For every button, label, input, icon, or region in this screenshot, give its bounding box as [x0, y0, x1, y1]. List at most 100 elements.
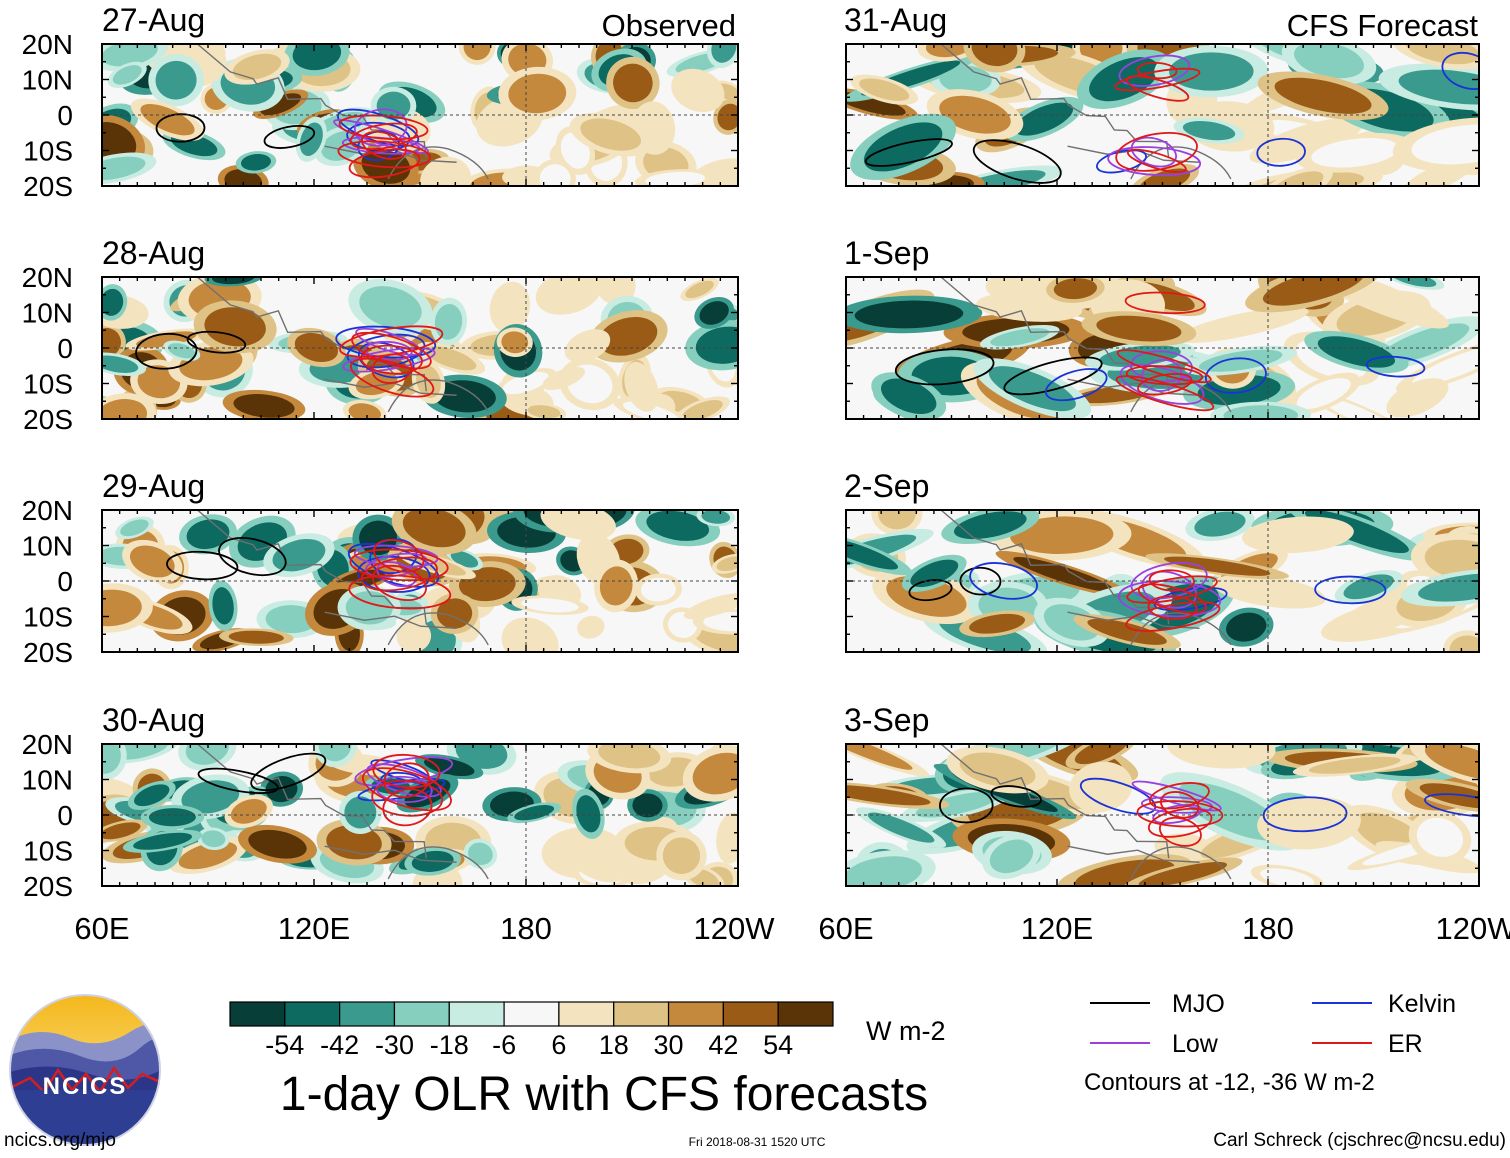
olr-anomaly-core — [910, 559, 959, 588]
olr-anomaly-core — [359, 286, 422, 329]
olr-anomaly-core — [1079, 44, 1123, 65]
olr-anomaly-core — [632, 793, 663, 818]
lat-label: 20N — [22, 29, 73, 60]
panel-field — [846, 510, 1479, 652]
olr-anomaly-core — [1264, 123, 1349, 158]
olr-anomaly-core — [1193, 311, 1292, 339]
contour-er — [1116, 349, 1212, 384]
contour-er — [1148, 569, 1195, 592]
olr-anomaly-core — [129, 545, 175, 578]
colorbar-swatch — [229, 1001, 286, 1027]
olr-anomaly-core — [939, 95, 1011, 134]
colorbar-swatch — [613, 1001, 670, 1027]
panel-30-aug — [101, 743, 739, 887]
colorbar-tick-label: -30 — [375, 1030, 414, 1060]
olr-anomaly-core — [645, 171, 706, 186]
colorbar-tick-label: 54 — [763, 1030, 793, 1060]
contour-legend: MJO Kelvin Low ER Contours at -12, -36 W… — [1084, 990, 1456, 1096]
olr-anomaly-core — [1014, 102, 1074, 136]
olr-anomaly-core — [1096, 315, 1182, 342]
contour-er — [348, 574, 452, 610]
olr-anomaly-core — [102, 156, 146, 181]
coastline — [324, 845, 457, 863]
contour-mjo — [186, 330, 247, 354]
lat-label: 10N — [22, 765, 73, 796]
olr-anomaly-core — [550, 510, 607, 536]
panel-title-28-aug: 28-Aug — [102, 235, 205, 271]
panel-field — [846, 277, 1479, 419]
lat-label: 0 — [57, 100, 73, 131]
contour-mjo — [155, 113, 206, 143]
contour-mjo — [263, 125, 316, 149]
olr-anomaly-core — [502, 371, 549, 395]
contour-er — [349, 122, 418, 150]
lat-label: 10S — [23, 602, 73, 633]
contour-kelvin — [357, 555, 431, 593]
contour-low — [364, 340, 413, 361]
colorbar-tick-label: -6 — [492, 1030, 516, 1060]
lat-label: 10N — [22, 65, 73, 96]
lat-label: 20S — [23, 871, 73, 902]
olr-anomaly-core — [1317, 336, 1396, 368]
contour-low — [333, 118, 429, 155]
contour-mjo — [166, 550, 239, 581]
olr-anomaly-core — [1319, 396, 1400, 419]
footer-url[interactable]: ncics.org/mjo — [4, 1130, 116, 1151]
contour-er — [1136, 800, 1224, 828]
colorbar-tick-label: 6 — [551, 1030, 566, 1060]
panel-2-sep — [845, 509, 1480, 653]
olr-anomaly-core — [1424, 744, 1479, 781]
olr-anomaly-core — [345, 591, 393, 625]
coastline — [940, 44, 1170, 159]
olr-anomaly-core — [102, 399, 148, 419]
panel-1-sep — [845, 276, 1480, 420]
olr-anomaly-core — [989, 839, 1034, 874]
header-observed: Observed — [602, 8, 736, 43]
olr-anomaly-core — [148, 808, 196, 827]
footer-credit: Carl Schreck (cjschrec@ncsu.edu) — [1213, 1130, 1506, 1151]
olr-anomaly-core — [468, 842, 493, 866]
contour-kelvin — [1365, 355, 1426, 378]
colorbar-tick-label: -54 — [265, 1030, 304, 1060]
logo-text: NCICS — [43, 1073, 128, 1100]
olr-anomaly-core — [1043, 604, 1100, 641]
olr-anomaly-core — [134, 784, 170, 807]
olr-anomaly-core — [1169, 52, 1254, 91]
olr-anomaly-core — [692, 596, 738, 616]
olr-anomaly-core — [699, 301, 729, 325]
coastline — [387, 379, 489, 413]
olr-anomaly-core — [1405, 44, 1479, 65]
contour-low — [355, 327, 422, 356]
coastline — [196, 510, 427, 625]
panel-title-27-aug: 27-Aug — [102, 2, 205, 38]
olr-anomaly-core — [681, 399, 723, 419]
olr-anomaly-core — [233, 394, 295, 418]
contour-kelvin — [1079, 777, 1157, 815]
lon-label-120e-left: 120E — [278, 911, 350, 946]
lat-label: 20N — [22, 729, 73, 760]
contour-er — [1149, 782, 1210, 810]
olr-anomaly-core — [230, 799, 267, 824]
colorbar-swatch — [339, 1001, 396, 1027]
olr-anomaly-core — [1194, 511, 1246, 537]
olr-anomaly-core — [646, 510, 710, 541]
colorbar-tick-label: -18 — [430, 1030, 469, 1060]
contour-er — [361, 130, 407, 160]
panel-title-2-sep: 2-Sep — [844, 468, 929, 504]
contour-mjo — [250, 752, 327, 791]
lat-label: 0 — [57, 333, 73, 364]
colorbar-swatch — [667, 1001, 724, 1027]
olr-anomaly-core — [685, 280, 714, 299]
contour-kelvin — [969, 562, 1038, 600]
olr-anomaly-core — [846, 784, 931, 806]
contour-er — [361, 767, 452, 812]
olr-anomaly-core — [662, 837, 701, 874]
colorbar-tick-label: 42 — [708, 1030, 738, 1060]
olr-anomaly-core — [112, 65, 142, 85]
contour-low — [342, 347, 436, 373]
lon-label-120w-left: 120W — [694, 911, 776, 946]
olr-anomaly-core — [544, 277, 594, 309]
olr-anomaly-core — [695, 326, 738, 364]
contour-mjo — [894, 348, 995, 386]
olr-anomaly-core — [494, 288, 525, 326]
